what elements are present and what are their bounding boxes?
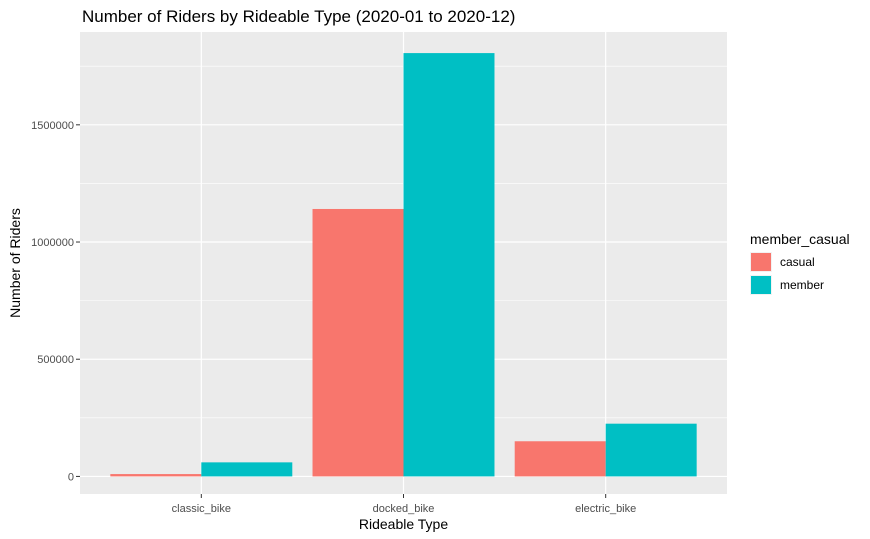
y-tick-label: 500000 [37, 354, 74, 366]
bar-member-docked_bike [403, 53, 495, 477]
bar-member-electric_bike [605, 423, 697, 477]
x-axis-ticks: classic_bike docked_bike electric_bike [172, 494, 636, 515]
y-tick-label: 1000000 [31, 237, 74, 249]
chart-title: Number of Riders by Rideable Type (2020-… [82, 7, 515, 26]
bar-member-classic_bike [201, 462, 293, 477]
legend: member_casual casual member [750, 231, 850, 295]
legend-swatch-casual [751, 253, 771, 271]
bars [110, 53, 697, 477]
x-axis-title: Rideable Type [359, 516, 448, 532]
bar-casual-classic_bike [110, 474, 202, 477]
x-tick-label: docked_bike [373, 503, 435, 515]
bar-casual-electric_bike [514, 441, 606, 477]
legend-label-member: member [780, 278, 824, 292]
y-tick-label: 1500000 [31, 120, 74, 132]
x-tick-label: electric_bike [575, 503, 636, 515]
y-tick-label: 0 [68, 471, 74, 483]
legend-swatch-member [751, 276, 771, 294]
x-tick-label: classic_bike [172, 503, 231, 515]
legend-title: member_casual [750, 231, 850, 247]
bar-casual-docked_bike [312, 208, 404, 477]
legend-label-casual: casual [780, 255, 815, 269]
y-axis-title: Number of Riders [7, 208, 23, 318]
legend-items: casual member [750, 252, 824, 295]
y-axis-ticks: 0 500000 1000000 1500000 [31, 120, 80, 483]
